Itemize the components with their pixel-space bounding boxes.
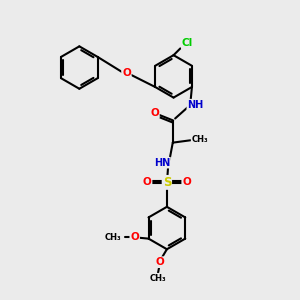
Text: O: O — [155, 257, 164, 267]
Text: CH₃: CH₃ — [105, 233, 122, 242]
Text: S: S — [163, 176, 171, 189]
Text: O: O — [182, 177, 191, 188]
Text: Cl: Cl — [182, 38, 193, 48]
Text: CH₃: CH₃ — [150, 274, 166, 283]
Text: O: O — [130, 232, 139, 242]
Text: O: O — [150, 108, 159, 118]
Text: O: O — [143, 177, 152, 188]
Text: O: O — [122, 68, 131, 78]
Text: CH₃: CH₃ — [192, 135, 208, 144]
Text: NH: NH — [187, 100, 204, 110]
Text: HN: HN — [154, 158, 170, 168]
